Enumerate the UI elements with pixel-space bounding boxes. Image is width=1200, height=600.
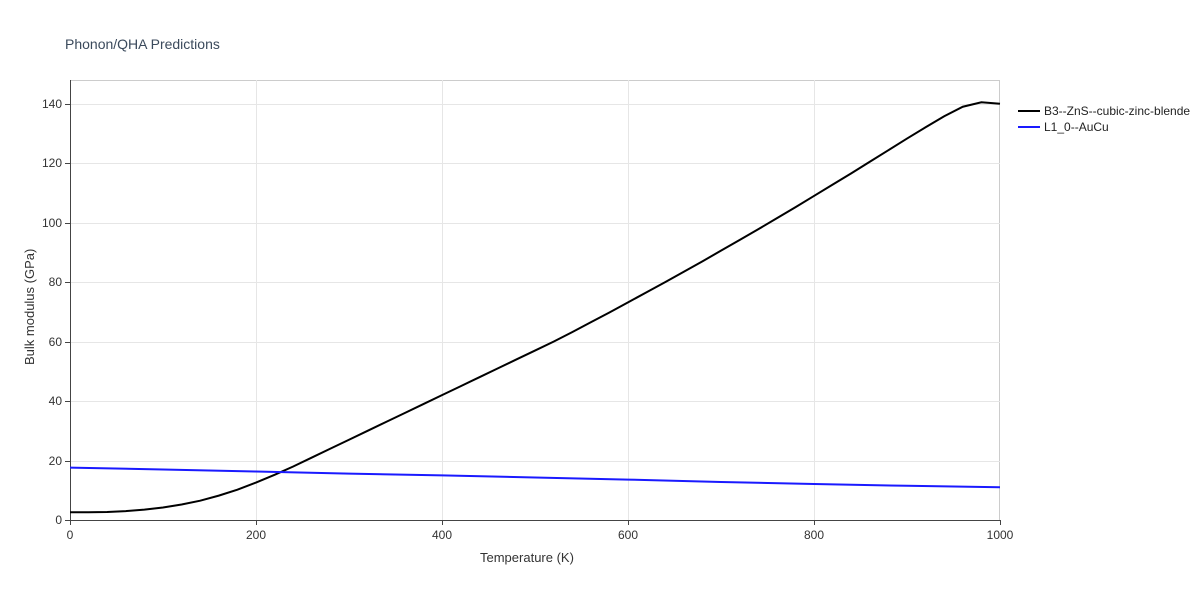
- legend-swatch: [1018, 110, 1040, 112]
- legend-item[interactable]: L1_0--AuCu: [1018, 120, 1190, 134]
- series-line[interactable]: [70, 102, 1000, 512]
- legend-label: L1_0--AuCu: [1044, 120, 1109, 134]
- legend: B3--ZnS--cubic-zinc-blende L1_0--AuCu: [1018, 104, 1190, 136]
- x-axis-title: Temperature (K): [480, 550, 574, 565]
- legend-item[interactable]: B3--ZnS--cubic-zinc-blende: [1018, 104, 1190, 118]
- series-line[interactable]: [70, 468, 1000, 488]
- chart-lines: [0, 0, 1200, 600]
- y-axis-title: Bulk modulus (GPa): [22, 249, 37, 365]
- legend-label: B3--ZnS--cubic-zinc-blende: [1044, 104, 1190, 118]
- legend-swatch: [1018, 126, 1040, 128]
